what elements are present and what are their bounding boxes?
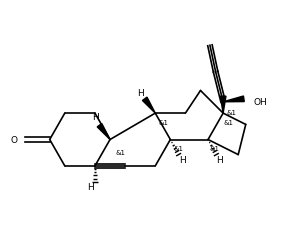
- Polygon shape: [142, 98, 155, 114]
- Polygon shape: [97, 124, 110, 140]
- Text: O: O: [11, 135, 18, 144]
- Text: H: H: [92, 112, 99, 121]
- Text: &1: &1: [227, 109, 237, 115]
- Text: H: H: [216, 155, 223, 164]
- Text: H: H: [137, 89, 144, 98]
- Polygon shape: [220, 97, 226, 114]
- Polygon shape: [223, 97, 244, 102]
- Text: H: H: [87, 183, 94, 192]
- Text: &1: &1: [173, 146, 183, 152]
- Text: &1: &1: [210, 146, 220, 152]
- Text: &1: &1: [116, 149, 126, 155]
- Text: &1: &1: [158, 119, 168, 125]
- Text: H: H: [179, 155, 186, 164]
- Text: OH: OH: [253, 97, 267, 106]
- Text: &1: &1: [223, 119, 233, 125]
